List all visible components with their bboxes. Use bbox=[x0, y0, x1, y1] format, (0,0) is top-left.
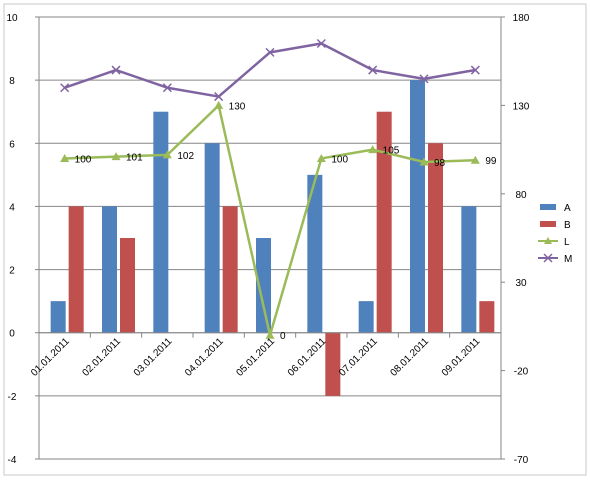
point-M-stroke bbox=[265, 47, 275, 57]
data-label-L: 105 bbox=[383, 146, 400, 157]
point-M-stroke bbox=[214, 92, 224, 102]
point-M-stroke bbox=[419, 74, 429, 84]
point-L bbox=[419, 157, 429, 166]
data-label-L: 101 bbox=[126, 153, 143, 164]
legend-label-L: L bbox=[564, 237, 570, 248]
legend-swatch-A bbox=[540, 204, 556, 210]
point-L bbox=[111, 152, 121, 161]
legend-entry-B: B bbox=[540, 220, 571, 231]
data-label-L: 130 bbox=[229, 101, 246, 112]
point-M bbox=[214, 92, 224, 102]
chart-border bbox=[3, 3, 587, 476]
point-M-stroke bbox=[368, 65, 378, 75]
point-M bbox=[368, 65, 378, 75]
point-M-stroke bbox=[60, 83, 70, 93]
y-right-tick-label: 130 bbox=[513, 101, 530, 112]
legend-label-A: A bbox=[564, 203, 571, 214]
y-left-tick-label: 4 bbox=[9, 202, 15, 213]
point-M bbox=[470, 65, 480, 75]
point-L bbox=[470, 155, 480, 164]
y-left-tick-label: 6 bbox=[9, 139, 15, 150]
point-L bbox=[214, 100, 224, 109]
y-left-tick-label: 2 bbox=[9, 266, 15, 277]
point-M-stroke bbox=[111, 65, 121, 75]
data-label-L: 102 bbox=[177, 151, 194, 162]
bar-A bbox=[307, 174, 323, 333]
bar-B bbox=[325, 332, 341, 396]
data-label-L: 99 bbox=[485, 156, 497, 167]
bar-A bbox=[410, 80, 425, 333]
data-label-L: 100 bbox=[75, 154, 92, 165]
bar-B bbox=[120, 238, 135, 333]
point-M bbox=[162, 83, 172, 93]
point-M bbox=[265, 47, 275, 57]
point-L bbox=[368, 145, 378, 154]
y-left-tick-label: 10 bbox=[6, 13, 18, 24]
y-left-tick-label: 8 bbox=[9, 76, 15, 87]
point-M-stroke bbox=[316, 38, 326, 49]
legend-marker-L bbox=[544, 237, 552, 244]
bar-A bbox=[50, 301, 66, 333]
bar-A bbox=[256, 238, 271, 333]
bar-B bbox=[428, 143, 443, 333]
bar-series bbox=[50, 80, 495, 396]
point-M bbox=[60, 83, 70, 93]
y-right-tick-label: -70 bbox=[514, 455, 529, 466]
point-M-stroke bbox=[162, 83, 172, 93]
point-L bbox=[60, 153, 70, 162]
line-series bbox=[60, 38, 480, 339]
y-left-tick-label: -4 bbox=[8, 455, 17, 466]
bar-B bbox=[222, 206, 238, 333]
y-right-tick-label: 180 bbox=[513, 13, 530, 24]
legend-label-B: B bbox=[564, 220, 571, 231]
bar-B bbox=[479, 301, 495, 333]
legend-entry-M: M bbox=[538, 253, 572, 265]
point-M bbox=[419, 74, 429, 84]
y-left-tick-label: -2 bbox=[8, 392, 17, 403]
legend-swatch-B bbox=[540, 221, 556, 227]
bar-A bbox=[102, 206, 117, 333]
data-labels: 100 101 102 130 0 100 105 98 99 bbox=[75, 101, 497, 342]
data-label-L: 100 bbox=[331, 154, 348, 165]
y-right-tick-label: -20 bbox=[514, 367, 529, 378]
point-M bbox=[316, 38, 326, 49]
point-L bbox=[162, 150, 172, 159]
legend-label-M: M bbox=[564, 254, 572, 265]
point-M bbox=[111, 65, 121, 75]
y-right-tick-label: 80 bbox=[515, 190, 527, 201]
bar-B bbox=[68, 206, 84, 333]
y-left-tick-label: 0 bbox=[9, 329, 15, 340]
bar-A bbox=[204, 143, 220, 333]
data-label-L: 0 bbox=[280, 331, 286, 342]
data-label-L: 98 bbox=[434, 158, 446, 169]
point-L bbox=[265, 330, 275, 339]
bar-A bbox=[358, 301, 374, 333]
legend-entry-A: A bbox=[540, 203, 571, 214]
point-M-stroke bbox=[470, 65, 480, 75]
bar-B bbox=[376, 111, 392, 333]
legend-marker-M bbox=[543, 253, 553, 263]
bar-A bbox=[461, 206, 477, 333]
legend-entry-L: L bbox=[538, 237, 570, 248]
point-L bbox=[316, 153, 326, 162]
y-right-tick-label: 30 bbox=[515, 278, 527, 289]
bar-A bbox=[153, 111, 169, 333]
